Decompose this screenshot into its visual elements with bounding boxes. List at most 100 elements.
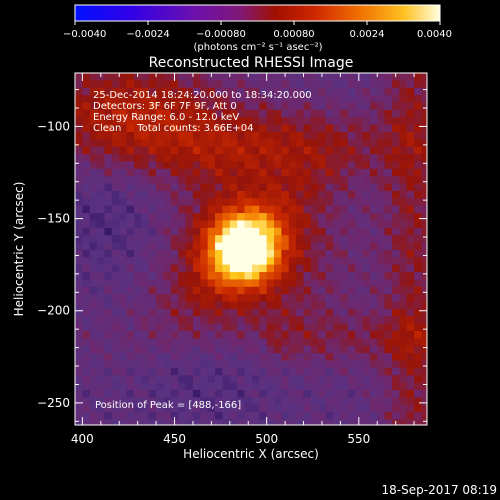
heatmap-cell: [244, 109, 253, 118]
heatmap-cell: [310, 375, 319, 384]
heatmap-cell: [178, 154, 187, 163]
heatmap-cell: [178, 264, 187, 273]
heatmap-cell: [310, 117, 319, 126]
heatmap-cell: [266, 382, 275, 391]
heatmap-cell: [97, 279, 106, 288]
heatmap-cell: [192, 279, 201, 288]
heatmap-cell: [274, 249, 283, 258]
heatmap-cell: [126, 397, 135, 406]
heatmap-cell: [274, 375, 283, 384]
heatmap-cell: [399, 419, 408, 425]
heatmap-cell: [259, 124, 268, 133]
heatmap-cell: [75, 154, 83, 163]
heatmap-cell: [391, 382, 400, 391]
heatmap-cell: [251, 286, 260, 295]
heatmap-cell: [215, 235, 224, 244]
heatmap-cell: [384, 176, 393, 185]
heatmap-cell: [148, 404, 157, 413]
heatmap-cell: [111, 249, 120, 258]
heatmap-cell: [119, 397, 128, 406]
heatmap-cell: [318, 389, 327, 398]
heatmap-cell: [377, 375, 386, 384]
heatmap-cell: [178, 139, 187, 148]
heatmap-cell: [406, 294, 415, 303]
heatmap-cell: [310, 412, 319, 421]
heatmap-cell: [251, 360, 260, 369]
heatmap-cell: [97, 198, 106, 207]
heatmap-cell: [200, 139, 209, 148]
heatmap-cell: [75, 242, 83, 251]
heatmap-cell: [75, 109, 83, 118]
heatmap-cell: [119, 419, 128, 425]
heatmap-cell: [75, 73, 83, 81]
heatmap-cell: [296, 257, 305, 266]
heatmap-cell: [215, 146, 224, 155]
heatmap-cell: [406, 154, 415, 163]
heatmap-cell: [75, 419, 83, 425]
heatmap-cell: [399, 168, 408, 177]
heatmap-cell: [82, 109, 91, 118]
heatmap-cell: [82, 272, 91, 281]
heatmap-cell: [170, 161, 179, 170]
heatmap-cell: [141, 168, 150, 177]
heatmap-cell: [325, 235, 334, 244]
heatmap-cell: [325, 389, 334, 398]
heatmap-cell: [200, 294, 209, 303]
heatmap-cell: [156, 294, 165, 303]
heatmap-cell: [222, 294, 231, 303]
heatmap-cell: [355, 220, 364, 229]
heatmap-cell: [163, 367, 172, 376]
heatmap-cell: [274, 412, 283, 421]
heatmap-cell: [75, 367, 83, 376]
heatmap-cell: [369, 286, 378, 295]
heatmap-cell: [141, 161, 150, 170]
heatmap-cell: [178, 353, 187, 362]
heatmap-cell: [111, 109, 120, 118]
heatmap-cell: [141, 382, 150, 391]
heatmap-cell: [340, 176, 349, 185]
heatmap-cell: [391, 331, 400, 339]
heatmap-cell: [104, 404, 113, 413]
heatmap-cell: [406, 227, 415, 236]
heatmap-cell: [421, 279, 427, 288]
heatmap-cell: [111, 397, 120, 406]
heatmap-cell: [333, 227, 341, 236]
heatmap-cell: [347, 124, 356, 133]
heatmap-cell: [259, 308, 268, 317]
heatmap-cell: [215, 367, 224, 376]
heatmap-cell: [414, 382, 423, 391]
heatmap-cell: [237, 286, 246, 295]
heatmap-cell: [170, 87, 179, 96]
heatmap-cell: [310, 190, 319, 199]
heatmap-cell: [377, 227, 386, 236]
heatmap-cell: [391, 235, 400, 244]
heatmap-cell: [170, 242, 179, 251]
heatmap-cell: [377, 316, 386, 325]
heatmap-cell: [111, 279, 120, 288]
heatmap-cell: [82, 190, 91, 199]
heatmap-cell: [281, 87, 290, 96]
heatmap-cell: [266, 146, 275, 155]
heatmap-cell: [156, 375, 165, 384]
heatmap-cell: [163, 161, 172, 170]
heatmap-cell: [340, 102, 349, 111]
x-tick-label: 550: [347, 432, 370, 446]
heatmap-cell: [200, 331, 209, 339]
heatmap-cell: [82, 382, 91, 391]
heatmap-cell: [244, 316, 253, 325]
heatmap-cell: [163, 419, 172, 425]
heatmap-cell: [244, 382, 253, 391]
heatmap-cell: [82, 331, 91, 339]
heatmap-cell: [75, 316, 83, 325]
heatmap-cell: [362, 323, 371, 332]
heatmap-cell: [207, 227, 216, 236]
heatmap-cell: [229, 301, 238, 310]
heatmap-cell: [141, 294, 150, 303]
heatmap-cell: [399, 154, 408, 163]
heatmap-cell: [274, 213, 283, 222]
heatmap-cell: [215, 323, 224, 332]
heatmap-cell: [310, 102, 319, 111]
heatmap-cell: [244, 102, 253, 111]
heatmap-cell: [288, 353, 297, 362]
heatmap-cell: [377, 117, 386, 126]
